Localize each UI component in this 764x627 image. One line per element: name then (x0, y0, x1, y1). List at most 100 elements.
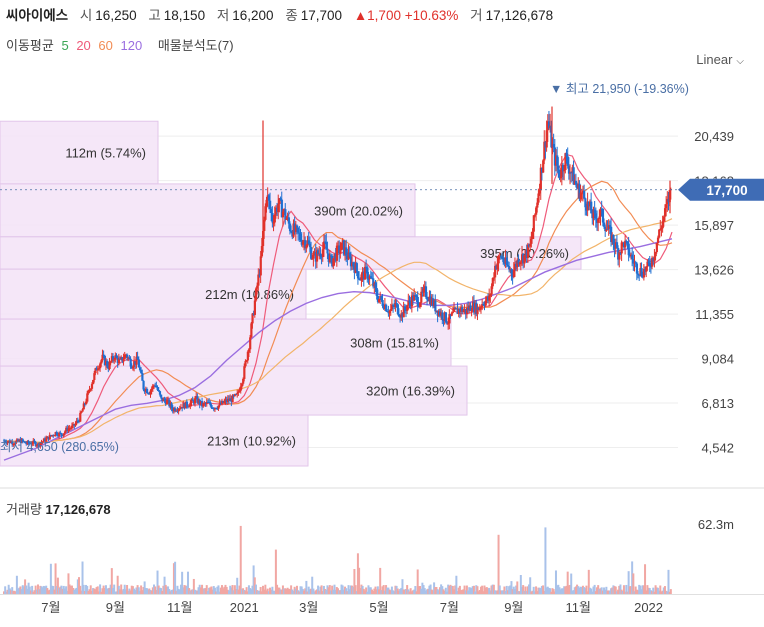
candle-body (529, 243, 532, 247)
candle-body (515, 263, 518, 267)
quote-header: 씨아이에스 시 16,250 고 18,150 저 16,200 종 17,700 ▲1… (6, 4, 561, 24)
ma20-toggle[interactable]: 20 (76, 38, 91, 53)
volume-bar (397, 590, 400, 594)
volume-bar (63, 588, 66, 594)
volume-bar (450, 585, 453, 594)
candle-body (428, 296, 431, 302)
candle-body (160, 394, 163, 398)
volume-bar (462, 589, 465, 594)
volume-bar (261, 585, 264, 594)
volume-bar (547, 587, 550, 594)
volume-bar (14, 591, 17, 594)
volume-bar (269, 587, 272, 594)
candle-body (404, 309, 408, 311)
volume-bar (311, 576, 314, 594)
volume-bar (61, 588, 64, 594)
volume-bar (501, 590, 504, 594)
volume-bar (457, 587, 460, 594)
volume-bar (392, 590, 395, 594)
x-axis: 7월 9월 11월 2021 3월 5월 7월 9월 11월 2022 (41, 600, 663, 615)
volume-bar (35, 589, 38, 594)
volume-bar (641, 585, 644, 594)
candle-body (101, 354, 104, 361)
volume-bar (88, 589, 91, 594)
volume-bar (495, 590, 498, 594)
volume-bar (142, 587, 145, 594)
ma5-toggle[interactable]: 5 (61, 38, 69, 53)
volume-bar (464, 590, 467, 594)
volume-bar (654, 585, 657, 594)
candle-body (286, 217, 289, 219)
ma120-toggle[interactable]: 120 (120, 38, 143, 53)
candle-body (447, 323, 450, 325)
scale-selector[interactable]: Linear ⌵ (696, 52, 744, 67)
candle-body (306, 240, 309, 246)
volume-bar (280, 589, 283, 594)
candle-body (79, 412, 82, 422)
volume-bar (129, 590, 132, 594)
candle-body (28, 443, 31, 445)
volume-bar (108, 587, 111, 594)
volume-bar (199, 587, 202, 594)
candle-body (658, 229, 661, 238)
volume-bar (400, 587, 403, 594)
volume-profile-label: 390m (20.02%) (314, 203, 403, 218)
volume-bar (569, 584, 572, 594)
volume-bar (349, 585, 352, 594)
volume-profile-toggle[interactable]: 매물분석도(7) (157, 38, 234, 53)
candle-body (455, 308, 458, 310)
candle-body (11, 441, 14, 445)
volume-bar (111, 588, 114, 594)
volume-bar (114, 591, 117, 594)
ma60-toggle[interactable]: 60 (98, 38, 113, 53)
candle-body (431, 298, 435, 307)
candle-body (383, 304, 387, 310)
volume-bar (17, 588, 20, 594)
candle-body (400, 313, 403, 318)
volume-bar (499, 590, 502, 594)
volume-bar (184, 585, 187, 594)
volume-bar (232, 590, 235, 594)
x-tick-label: 3월 (299, 600, 318, 615)
volume-bar (6, 589, 9, 594)
volume-bar (344, 586, 347, 594)
candle-body (322, 241, 326, 250)
candle-body (15, 439, 19, 442)
candle-body (40, 442, 43, 444)
volume-bar (175, 590, 178, 594)
candle-body (276, 207, 279, 213)
candle-body (576, 184, 579, 189)
volume-bar (272, 590, 275, 594)
candle-body (488, 295, 491, 301)
volume-bar (24, 579, 27, 594)
volume-value: 17,126,678 (485, 8, 554, 23)
volume-bar (496, 590, 499, 594)
volume-bar (116, 575, 119, 594)
candle-body (443, 312, 446, 321)
candle-body (269, 200, 272, 209)
volume-bar (209, 587, 212, 594)
volume-bar (295, 585, 298, 594)
volume-bar (430, 589, 433, 594)
volume-bar (210, 586, 213, 594)
ma-label[interactable]: 이동평균 (6, 38, 54, 53)
stock-name: 씨아이에스 (6, 8, 69, 23)
volume-bar (80, 590, 83, 594)
volume-bar (7, 584, 10, 594)
candle-body (123, 354, 126, 359)
volume-bar (215, 591, 218, 594)
candle-body (352, 262, 355, 267)
candle-body (87, 390, 90, 394)
candle-body (260, 246, 264, 257)
volume-bar (381, 586, 384, 594)
volume-bar (346, 591, 349, 594)
candle-body (12, 444, 15, 446)
candle-body (646, 261, 649, 267)
volume-bar (188, 588, 191, 594)
candle-body (414, 295, 417, 297)
candle-body (342, 240, 346, 255)
candle-body (573, 180, 576, 185)
candle-body (184, 401, 187, 409)
volume-bar (545, 587, 548, 594)
